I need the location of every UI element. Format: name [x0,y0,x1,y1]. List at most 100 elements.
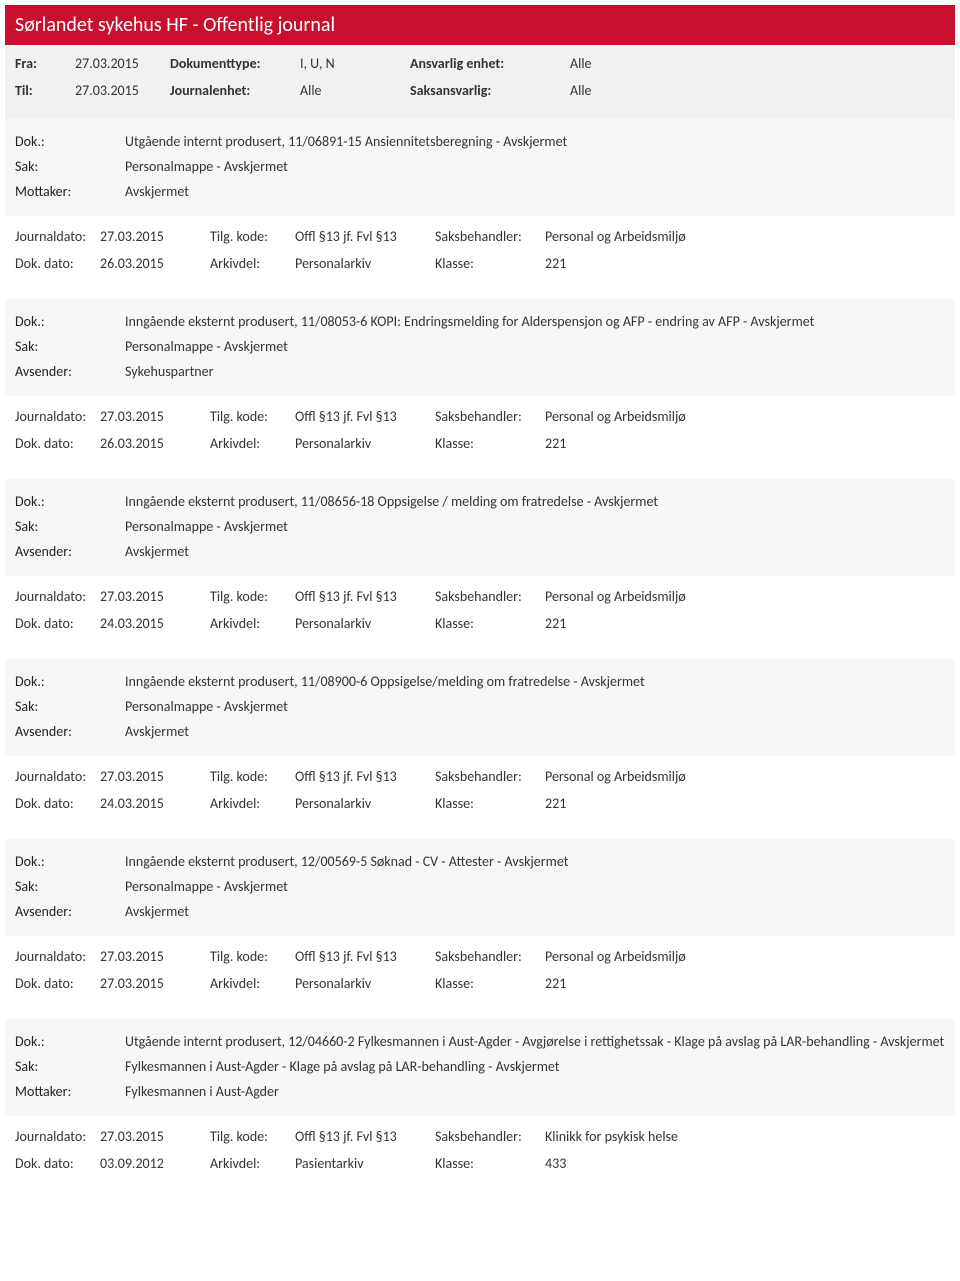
tilgkode-label: Tilg. kode: [210,588,295,605]
sak-value: Fylkesmannen i Aust-Agder - Klage på avs… [125,1058,945,1075]
dokdato-value: 26.03.2015 [100,255,210,272]
arkivdel-label: Arkivdel: [210,975,295,992]
klasse-value: 221 [545,255,725,272]
tilgkode-label: Tilg. kode: [210,948,295,965]
dok-label: Dok.: [15,133,125,150]
dokdato-label: Dok. dato: [15,795,100,812]
arkivdel-label: Arkivdel: [210,615,295,632]
sak-label: Sak: [15,158,125,175]
journaldato-label: Journaldato: [15,408,100,425]
journal-entry: Dok.:Utgående internt produsert, 12/0466… [5,1019,955,1199]
dokdato-label: Dok. dato: [15,1155,100,1172]
arkivdel-label: Arkivdel: [210,795,295,812]
journaldato-label: Journaldato: [15,1128,100,1145]
tilgkode-value: Offl §13 jf. Fvl §13 [295,408,435,425]
filter-meta: Fra: 27.03.2015 Dokumenttype: I, U, N An… [5,45,955,119]
entry-details: Journaldato:27.03.2015Tilg. kode:Offl §1… [5,228,955,272]
klasse-label: Klasse: [435,975,545,992]
klasse-value: 221 [545,435,725,452]
journal-entry: Dok.:Inngående eksternt produsert, 12/00… [5,839,955,1019]
entry-header-block: Dok.:Inngående eksternt produsert, 11/08… [5,479,955,576]
party-value: Sykehuspartner [125,363,945,380]
til-label: Til: [15,82,75,99]
sak-value: Personalmappe - Avskjermet [125,158,945,175]
ansvarlig-value: Alle [570,55,690,72]
party-label: Avsender: [15,903,125,920]
tilgkode-label: Tilg. kode: [210,408,295,425]
saksbehandler-label: Saksbehandler: [435,228,545,245]
arkivdel-value: Personalarkiv [295,795,435,812]
journaldato-label: Journaldato: [15,768,100,785]
dokdato-label: Dok. dato: [15,615,100,632]
party-value: Avskjermet [125,903,945,920]
journaldato-value: 27.03.2015 [100,408,210,425]
dokdato-value: 27.03.2015 [100,975,210,992]
dokdato-label: Dok. dato: [15,975,100,992]
journaldato-value: 27.03.2015 [100,1128,210,1145]
party-value: Fylkesmannen i Aust-Agder [125,1083,945,1100]
entry-header-block: Dok.:Inngående eksternt produsert, 11/08… [5,299,955,396]
saksansvarlig-label: Saksansvarlig: [410,82,570,99]
saksbehandler-value: Personal og Arbeidsmiljø [545,588,725,605]
journal-entry: Dok.:Utgående internt produsert, 11/0689… [5,119,955,299]
entry-header-block: Dok.:Inngående eksternt produsert, 11/08… [5,659,955,756]
arkivdel-label: Arkivdel: [210,435,295,452]
dok-label: Dok.: [15,673,125,690]
entry-header-block: Dok.:Utgående internt produsert, 12/0466… [5,1019,955,1116]
klasse-value: 221 [545,975,725,992]
saksbehandler-label: Saksbehandler: [435,588,545,605]
party-value: Avskjermet [125,723,945,740]
sak-value: Personalmappe - Avskjermet [125,518,945,535]
page-title-bar: Sørlandet sykehus HF - Offentlig journal [5,5,955,45]
journal-entry: Dok.:Inngående eksternt produsert, 11/08… [5,299,955,479]
fra-value: 27.03.2015 [75,55,170,72]
klasse-value: 433 [545,1155,725,1172]
arkivdel-value: Personalarkiv [295,435,435,452]
tilgkode-value: Offl §13 jf. Fvl §13 [295,1128,435,1145]
saksbehandler-value: Personal og Arbeidsmiljø [545,228,725,245]
dok-value: Utgående internt produsert, 11/06891-15 … [125,133,945,150]
journaldato-label: Journaldato: [15,948,100,965]
sak-value: Personalmappe - Avskjermet [125,338,945,355]
sak-value: Personalmappe - Avskjermet [125,698,945,715]
klasse-label: Klasse: [435,795,545,812]
party-label: Avsender: [15,363,125,380]
arkivdel-value: Personalarkiv [295,615,435,632]
tilgkode-value: Offl §13 jf. Fvl §13 [295,588,435,605]
journaldato-value: 27.03.2015 [100,768,210,785]
arkivdel-value: Pasientarkiv [295,1155,435,1172]
party-label: Mottaker: [15,1083,125,1100]
party-value: Avskjermet [125,543,945,560]
dokdato-label: Dok. dato: [15,255,100,272]
saksansvarlig-value: Alle [570,82,690,99]
entry-details: Journaldato:27.03.2015Tilg. kode:Offl §1… [5,768,955,812]
saksbehandler-value: Personal og Arbeidsmiljø [545,408,725,425]
dok-value: Inngående eksternt produsert, 11/08656-1… [125,493,945,510]
entry-header-block: Dok.:Inngående eksternt produsert, 12/00… [5,839,955,936]
journalenhet-label: Journalenhet: [170,82,300,99]
tilgkode-value: Offl §13 jf. Fvl §13 [295,768,435,785]
tilgkode-label: Tilg. kode: [210,228,295,245]
saksbehandler-label: Saksbehandler: [435,408,545,425]
arkivdel-label: Arkivdel: [210,255,295,272]
party-label: Mottaker: [15,183,125,200]
party-label: Avsender: [15,543,125,560]
dokdato-value: 24.03.2015 [100,795,210,812]
journal-entry: Dok.:Inngående eksternt produsert, 11/08… [5,479,955,659]
journaldato-value: 27.03.2015 [100,948,210,965]
dok-label: Dok.: [15,313,125,330]
sak-label: Sak: [15,338,125,355]
page-title: Sørlandet sykehus HF - Offentlig journal [15,13,335,37]
doktype-label: Dokumenttype: [170,55,300,72]
dok-value: Inngående eksternt produsert, 11/08900-6… [125,673,945,690]
dokdato-value: 03.09.2012 [100,1155,210,1172]
til-value: 27.03.2015 [75,82,170,99]
saksbehandler-value: Klinikk for psykisk helse [545,1128,725,1145]
journaldato-value: 27.03.2015 [100,588,210,605]
saksbehandler-label: Saksbehandler: [435,768,545,785]
dok-label: Dok.: [15,493,125,510]
klasse-value: 221 [545,795,725,812]
dok-value: Inngående eksternt produsert, 12/00569-5… [125,853,945,870]
journaldato-label: Journaldato: [15,228,100,245]
entries-list: Dok.:Utgående internt produsert, 11/0689… [5,119,955,1199]
